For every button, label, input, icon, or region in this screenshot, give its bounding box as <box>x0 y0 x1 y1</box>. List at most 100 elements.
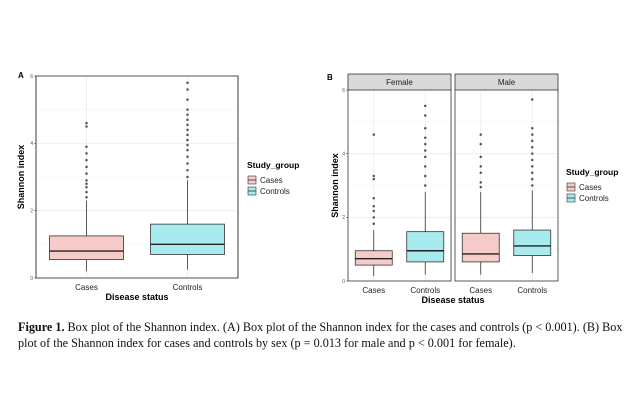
panel-a: 0 2 4 6 Cases Controls Disease status Shannon i… <box>16 71 239 302</box>
panel-b-male-cases-outlier <box>479 165 482 168</box>
panel-b-male-controls-outlier <box>531 139 534 143</box>
panel-b-female-cases-outlier <box>372 222 375 225</box>
panel-b-male-controls-box <box>513 229 552 256</box>
panel-b-female-controls-outlier <box>424 104 427 108</box>
panel-b-female-cases-outlier <box>372 209 375 213</box>
panel-b-female-controls-outlier <box>424 174 427 178</box>
panel-b-letter: B <box>327 73 333 82</box>
panel-b-male-strip-label: Male <box>498 78 516 87</box>
panel-b-female-cases-outlier <box>372 133 375 136</box>
panel-b-male-controls-outlier <box>531 152 534 155</box>
panel-a-controls-outlier <box>186 113 189 116</box>
panel-a-plot-border <box>35 75 239 279</box>
panel-b-female-xtick-label: Cases <box>362 286 385 295</box>
panel-b-male-controls-outlier <box>531 177 534 181</box>
panel-a-legend-title: Study_group <box>247 160 299 170</box>
panel-a-controls-outlier <box>186 98 189 101</box>
panel-b-female-controls-outlier <box>424 114 427 117</box>
panel-b-female-controls-outlier <box>424 142 427 146</box>
panel-a-ytick-label: 0 <box>30 276 33 282</box>
panel-b-male-cases-outlier <box>479 155 482 159</box>
panel-b-female-cases-outlier <box>372 216 375 219</box>
panel-b-female-cases-box <box>354 250 393 266</box>
panel-a-controls-outlier <box>186 108 189 111</box>
panel-b-female-ytick-label: 0 <box>342 279 345 285</box>
panel-b-female-cases-outlier <box>372 174 375 178</box>
panel-a-controls-outlier <box>186 155 189 159</box>
panel-b-male-controls-outlier <box>531 165 534 168</box>
panel-b-female-cases-outlier <box>372 177 375 181</box>
panel-a-cases-outlier <box>85 158 88 162</box>
panel-b-female-controls-outlier <box>424 184 427 187</box>
panel-a-controls-outlier <box>186 175 189 179</box>
panel-a-cases-outlier <box>85 165 88 169</box>
panel-b-female-ytick-label: 6 <box>342 88 345 94</box>
panel-b-male-controls-outlier <box>531 158 534 162</box>
panel-b-male-controls-outlier <box>531 171 534 175</box>
panel-b: Female 0 2 4 6 Cases Controls Male Cases Controls… <box>327 73 559 305</box>
panel-b-male-cases-outlier <box>479 142 482 146</box>
panel-b-legend-label-cases: Cases <box>579 183 602 192</box>
panel-a-xtick-label: Controls <box>173 283 203 292</box>
panel-a-cases-outlier <box>85 145 88 148</box>
panel-a-controls-outlier <box>186 148 189 152</box>
panel-b-female-cases-outlier <box>372 204 375 208</box>
panel-b-legend-label-controls: Controls <box>579 194 609 203</box>
panel-a-letter: A <box>18 71 24 80</box>
panel-b-female-ytick-label: 4 <box>342 151 345 157</box>
panel-b-male-xtick-label: Cases <box>469 286 492 295</box>
panel-a-cases-outlier <box>85 172 88 175</box>
panel-a-controls-outlier <box>186 88 189 91</box>
panel-b-female-cases-outlier <box>372 196 375 200</box>
panel-a-controls-outlier <box>186 81 189 84</box>
panel-b-male-cases-box <box>461 232 500 263</box>
panel-b-male-cases-outlier <box>479 185 482 189</box>
panel-a-legend-label-cases: Cases <box>260 176 283 185</box>
panel-b-female-controls-outlier <box>424 136 427 139</box>
panel-b-male-controls-outlier <box>531 133 534 136</box>
panel-a-cases-outlier <box>85 195 88 199</box>
panel-a-controls-outlier <box>186 128 189 132</box>
panel-a-y-axis-title: Shannon index <box>16 145 26 210</box>
panel-a-controls-outlier <box>186 123 189 127</box>
panel-a-legend: Study_group Cases Controls <box>247 160 299 196</box>
panel-b-female-controls-outlier <box>424 165 427 168</box>
panel-b-legend: Study_group Cases Controls <box>566 167 618 203</box>
panel-b-male-plot-border <box>454 89 559 282</box>
panel-b-female-xtick-label: Controls <box>410 286 440 295</box>
panel-a-legend-label-controls: Controls <box>260 187 290 196</box>
panel-a-cases-outlier <box>85 182 88 185</box>
panel-a-ytick-label: 4 <box>30 141 33 147</box>
panel-a-cases-outlier <box>85 152 88 155</box>
panel-a-cases-outlier <box>85 185 88 189</box>
panel-a-cases-outlier <box>85 179 88 182</box>
panel-a-controls-outlier <box>186 169 189 172</box>
panel-a-controls-outlier <box>186 118 189 122</box>
figure-caption: Figure 1. Box plot of the Shannon index.… <box>18 320 623 351</box>
panel-a-controls-outlier <box>186 138 189 142</box>
panel-b-legend-title: Study_group <box>566 167 618 177</box>
panel-a-xtick-label: Cases <box>75 283 98 292</box>
panel-b-male-cases-outlier <box>479 171 482 175</box>
panel-a-x-axis-title: Disease status <box>105 292 168 302</box>
panel-b-male-controls-outlier <box>531 184 534 187</box>
panel-b-female-controls-outlier <box>424 126 427 130</box>
panel-b-male-controls-outlier <box>531 146 534 149</box>
caption-text: Box plot of the Shannon index. (A) Box p… <box>18 320 623 350</box>
panel-b-female-controls-outlier <box>424 155 427 159</box>
panel-b-female-ytick-label: 2 <box>342 215 345 221</box>
panel-a-cases-outlier <box>85 190 88 194</box>
panel-a-ytick-label: 6 <box>30 74 33 80</box>
panel-a-cases-outlier <box>85 125 88 128</box>
panel-b-male-xtick-label: Controls <box>517 286 547 295</box>
panel-a-controls-outlier <box>186 162 189 165</box>
caption-lead: Figure 1. <box>18 320 65 334</box>
panel-a-ytick-label: 2 <box>30 208 33 214</box>
panel-a-controls-outlier <box>186 133 189 137</box>
panel-b-male-controls-outlier <box>531 98 534 101</box>
panel-b-female-controls-box <box>406 231 445 263</box>
panel-b-y-axis-title: Shannon index <box>330 153 340 218</box>
panel-b-x-axis-title: Disease status <box>421 295 484 305</box>
panel-a-controls-outlier <box>186 143 189 147</box>
